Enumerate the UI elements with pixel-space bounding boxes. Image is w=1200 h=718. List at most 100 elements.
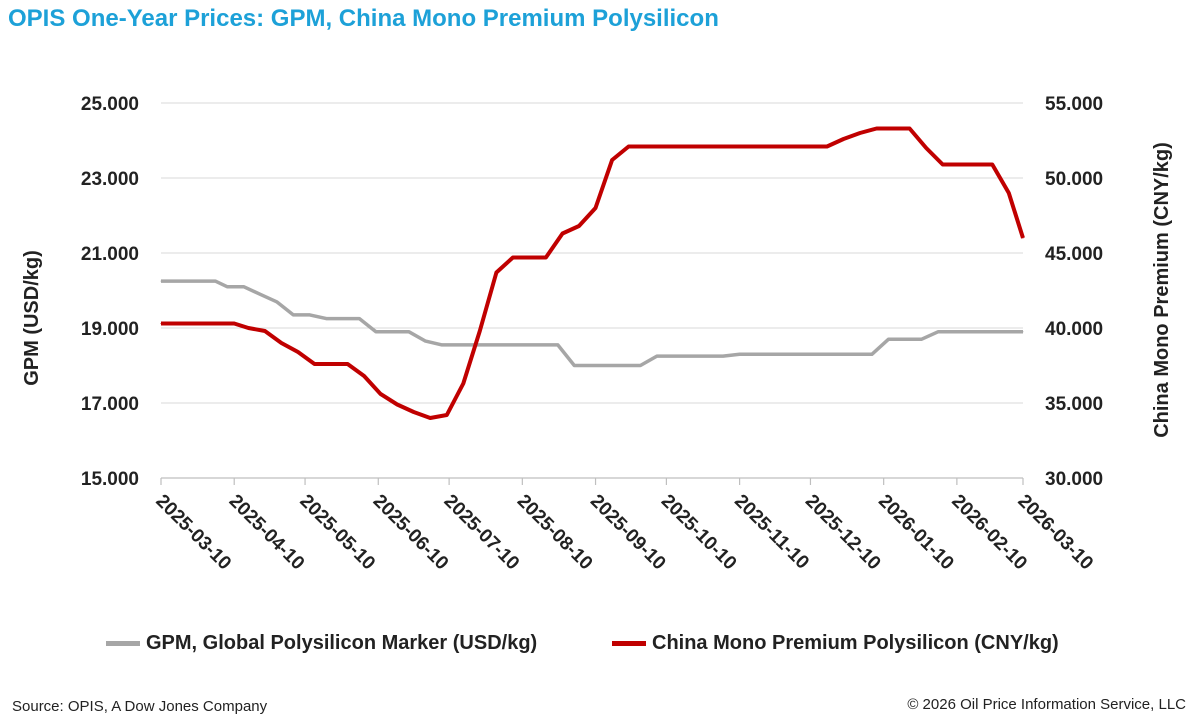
x-tick-label: 2025-04-10 xyxy=(225,491,309,575)
data-point-gpm xyxy=(276,301,278,303)
data-point-china-mono xyxy=(314,363,315,365)
y-left-tick-label: 15.000 xyxy=(81,469,139,490)
data-point-china-mono xyxy=(925,147,927,149)
data-point-china-mono xyxy=(595,207,596,209)
legend: GPM, Global Polysilicon Marker (USD/kg) … xyxy=(0,632,1200,666)
x-tick-label: 2025-11-10 xyxy=(730,491,813,574)
y-axis-label-left: GPM (USD/kg) xyxy=(21,250,43,386)
data-point-gpm xyxy=(887,338,889,340)
data-point-china-mono xyxy=(495,272,497,273)
copyright-note: © 2026 Oil Price Information Service, LL… xyxy=(907,696,1186,713)
data-point-china-mono xyxy=(363,375,365,377)
data-point-gpm xyxy=(325,318,327,320)
data-point-china-mono xyxy=(297,351,299,353)
data-point-gpm xyxy=(557,344,559,346)
data-point-china-mono xyxy=(1008,192,1010,194)
price-chart: 15.000 17.000 19.000 21.000 23.000 25.000 30.… xyxy=(21,94,1173,575)
data-point-china-mono xyxy=(545,257,547,258)
data-point-china-mono xyxy=(233,323,235,324)
data-point-gpm xyxy=(920,338,922,340)
legend-label-gpm: GPM, Global Polysilicon Marker (USD/kg) xyxy=(146,632,538,654)
data-point-gpm xyxy=(441,344,443,346)
data-point-china-mono xyxy=(859,132,861,134)
data-point-gpm xyxy=(656,355,658,357)
data-point-gpm xyxy=(871,353,873,355)
legend-swatch-gpm xyxy=(106,641,140,646)
data-point-gpm xyxy=(408,331,410,333)
data-point-gpm xyxy=(425,340,426,342)
left-axis: 15.000 17.000 19.000 21.000 23.000 25.000 xyxy=(81,94,139,490)
legend-swatch-china-mono xyxy=(612,641,646,646)
data-point-gpm xyxy=(358,318,360,320)
data-point-gpm xyxy=(214,280,216,282)
data-point-china-mono xyxy=(160,323,162,324)
y-right-tick-label: 40.000 xyxy=(1045,319,1103,340)
data-point-china-mono xyxy=(562,233,563,234)
y-left-tick-label: 19.000 xyxy=(81,319,139,340)
data-point-china-mono xyxy=(380,393,382,395)
data-point-gpm xyxy=(226,286,228,288)
data-point-gpm xyxy=(309,314,311,316)
y-axis-label-right: China Mono Premium (CNY/kg) xyxy=(1151,142,1173,438)
data-point-china-mono xyxy=(843,138,844,140)
data-point-china-mono xyxy=(991,164,993,165)
x-tick-label: 2025-03-10 xyxy=(151,491,235,575)
x-tick-label: 2025-05-10 xyxy=(296,491,380,575)
y-left-tick-label: 21.000 xyxy=(81,244,139,265)
y-right-tick-label: 35.000 xyxy=(1045,394,1103,415)
data-point-gpm xyxy=(1022,331,1024,333)
x-tick-label: 2025-08-10 xyxy=(513,491,597,575)
data-point-china-mono xyxy=(578,225,580,227)
data-point-china-mono xyxy=(413,411,415,413)
y-left-tick-label: 25.000 xyxy=(81,94,139,115)
data-point-gpm xyxy=(259,293,261,295)
data-point-china-mono xyxy=(462,383,464,384)
right-axis: 30.000 35.000 40.000 45.000 50.000 55.000 xyxy=(1045,94,1103,490)
data-point-china-mono xyxy=(876,128,878,129)
data-point-china-mono xyxy=(347,363,349,365)
data-point-china-mono xyxy=(628,146,630,147)
data-point-china-mono xyxy=(264,330,266,332)
x-tick-label: 2025-09-10 xyxy=(586,491,670,575)
data-point-gpm xyxy=(937,331,939,333)
series-line-china-mono xyxy=(161,126,1025,420)
y-right-tick-label: 55.000 xyxy=(1045,94,1103,115)
chart-title: OPIS One-Year Prices: GPM, China Mono Pr… xyxy=(8,5,719,32)
x-tick-label: 2025-12-10 xyxy=(801,491,885,575)
data-point-china-mono xyxy=(826,146,828,147)
data-point-gpm xyxy=(573,365,575,366)
source-note: Source: OPIS, A Dow Jones Company xyxy=(12,698,268,715)
x-axis: 2025-03-102025-04-102025-05-102025-06-10… xyxy=(151,477,1097,575)
legend-item-gpm: GPM, Global Polysilicon Marker (USD/kg) xyxy=(106,632,537,655)
grid-lines xyxy=(161,102,1023,404)
y-left-tick-label: 23.000 xyxy=(81,169,139,190)
data-point-gpm xyxy=(739,353,741,355)
data-point-gpm xyxy=(375,331,377,333)
data-point-china-mono xyxy=(611,159,613,161)
series-lines xyxy=(160,126,1025,420)
data-point-china-mono xyxy=(446,414,448,416)
data-point-china-mono xyxy=(479,330,481,332)
x-tick-label: 2025-06-10 xyxy=(369,491,453,575)
data-point-gpm xyxy=(160,280,162,282)
data-point-china-mono xyxy=(1022,237,1024,239)
series-line-gpm xyxy=(161,279,1023,368)
data-point-gpm xyxy=(722,355,724,357)
y-right-tick-label: 45.000 xyxy=(1045,244,1103,265)
legend-label-china-mono: China Mono Premium Polysilicon (CNY/kg) xyxy=(652,632,1059,654)
y-right-tick-label: 50.000 xyxy=(1045,169,1103,190)
data-point-gpm xyxy=(292,314,294,316)
data-point-china-mono xyxy=(280,342,282,344)
data-point-china-mono xyxy=(247,327,249,329)
data-point-china-mono xyxy=(396,404,398,405)
y-right-tick-label: 30.000 xyxy=(1045,469,1103,490)
data-point-gpm xyxy=(243,286,245,288)
x-tick-label: 2026-01-10 xyxy=(874,491,958,575)
data-point-china-mono xyxy=(942,164,944,165)
data-point-gpm xyxy=(639,365,641,366)
data-point-china-mono xyxy=(909,128,911,129)
legend-item-china-mono: China Mono Premium Polysilicon (CNY/kg) xyxy=(612,632,1059,655)
data-point-china-mono xyxy=(429,417,431,419)
x-tick-label: 2025-07-10 xyxy=(440,491,524,575)
y-left-tick-label: 17.000 xyxy=(81,394,139,415)
